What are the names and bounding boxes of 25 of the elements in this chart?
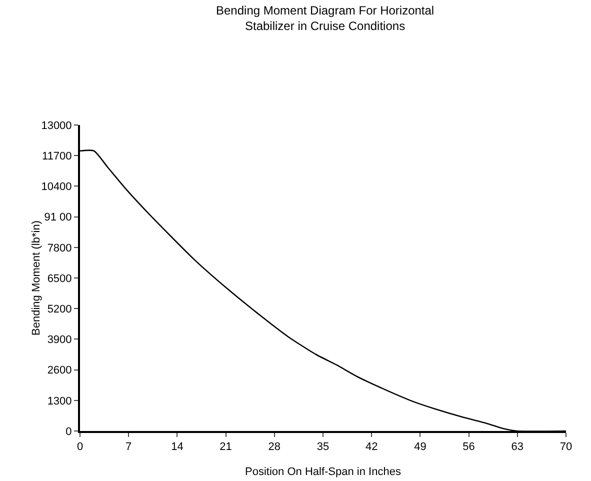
y-tick-label: 2600 <box>47 364 72 377</box>
x-tick-label: 56 <box>462 441 475 454</box>
y-tick-label: 5200 <box>47 303 72 316</box>
x-tick-label: 21 <box>220 441 232 454</box>
x-tick-label: 49 <box>414 441 426 454</box>
x-tick-label: 35 <box>316 441 330 454</box>
x-tick-label: 70 <box>560 441 572 454</box>
x-tick-label: 63 <box>511 441 524 454</box>
y-tick-label: 13000 <box>41 120 72 132</box>
y-tick-label: 0 <box>66 426 72 438</box>
x-tick-label: 0 <box>76 441 84 454</box>
y-tick-label: 3900 <box>47 334 72 346</box>
y-tick-label: 1300 <box>47 395 72 408</box>
x-tick-label: 42 <box>365 441 378 454</box>
chart-title: Bending Moment Diagram For Horizontal Stabilizer in Cruise Conditions <box>216 3 434 34</box>
x-tick-label: 7 <box>126 441 132 454</box>
x-tick-label: 28 <box>268 441 281 454</box>
x-axis-title: Position On Half-Span in Inches <box>245 466 402 478</box>
y-tick-label: 91 00 <box>44 212 72 224</box>
x-tick-label: 14 <box>171 441 184 454</box>
y-tick-label: 6500 <box>47 272 72 285</box>
y-axis-title: Bending Moment (lb*in) <box>30 220 42 336</box>
y-tick-label: 7800 <box>47 242 72 254</box>
y-tick-label: 11700 <box>42 150 72 162</box>
y-tick-label: 10400 <box>41 181 72 194</box>
